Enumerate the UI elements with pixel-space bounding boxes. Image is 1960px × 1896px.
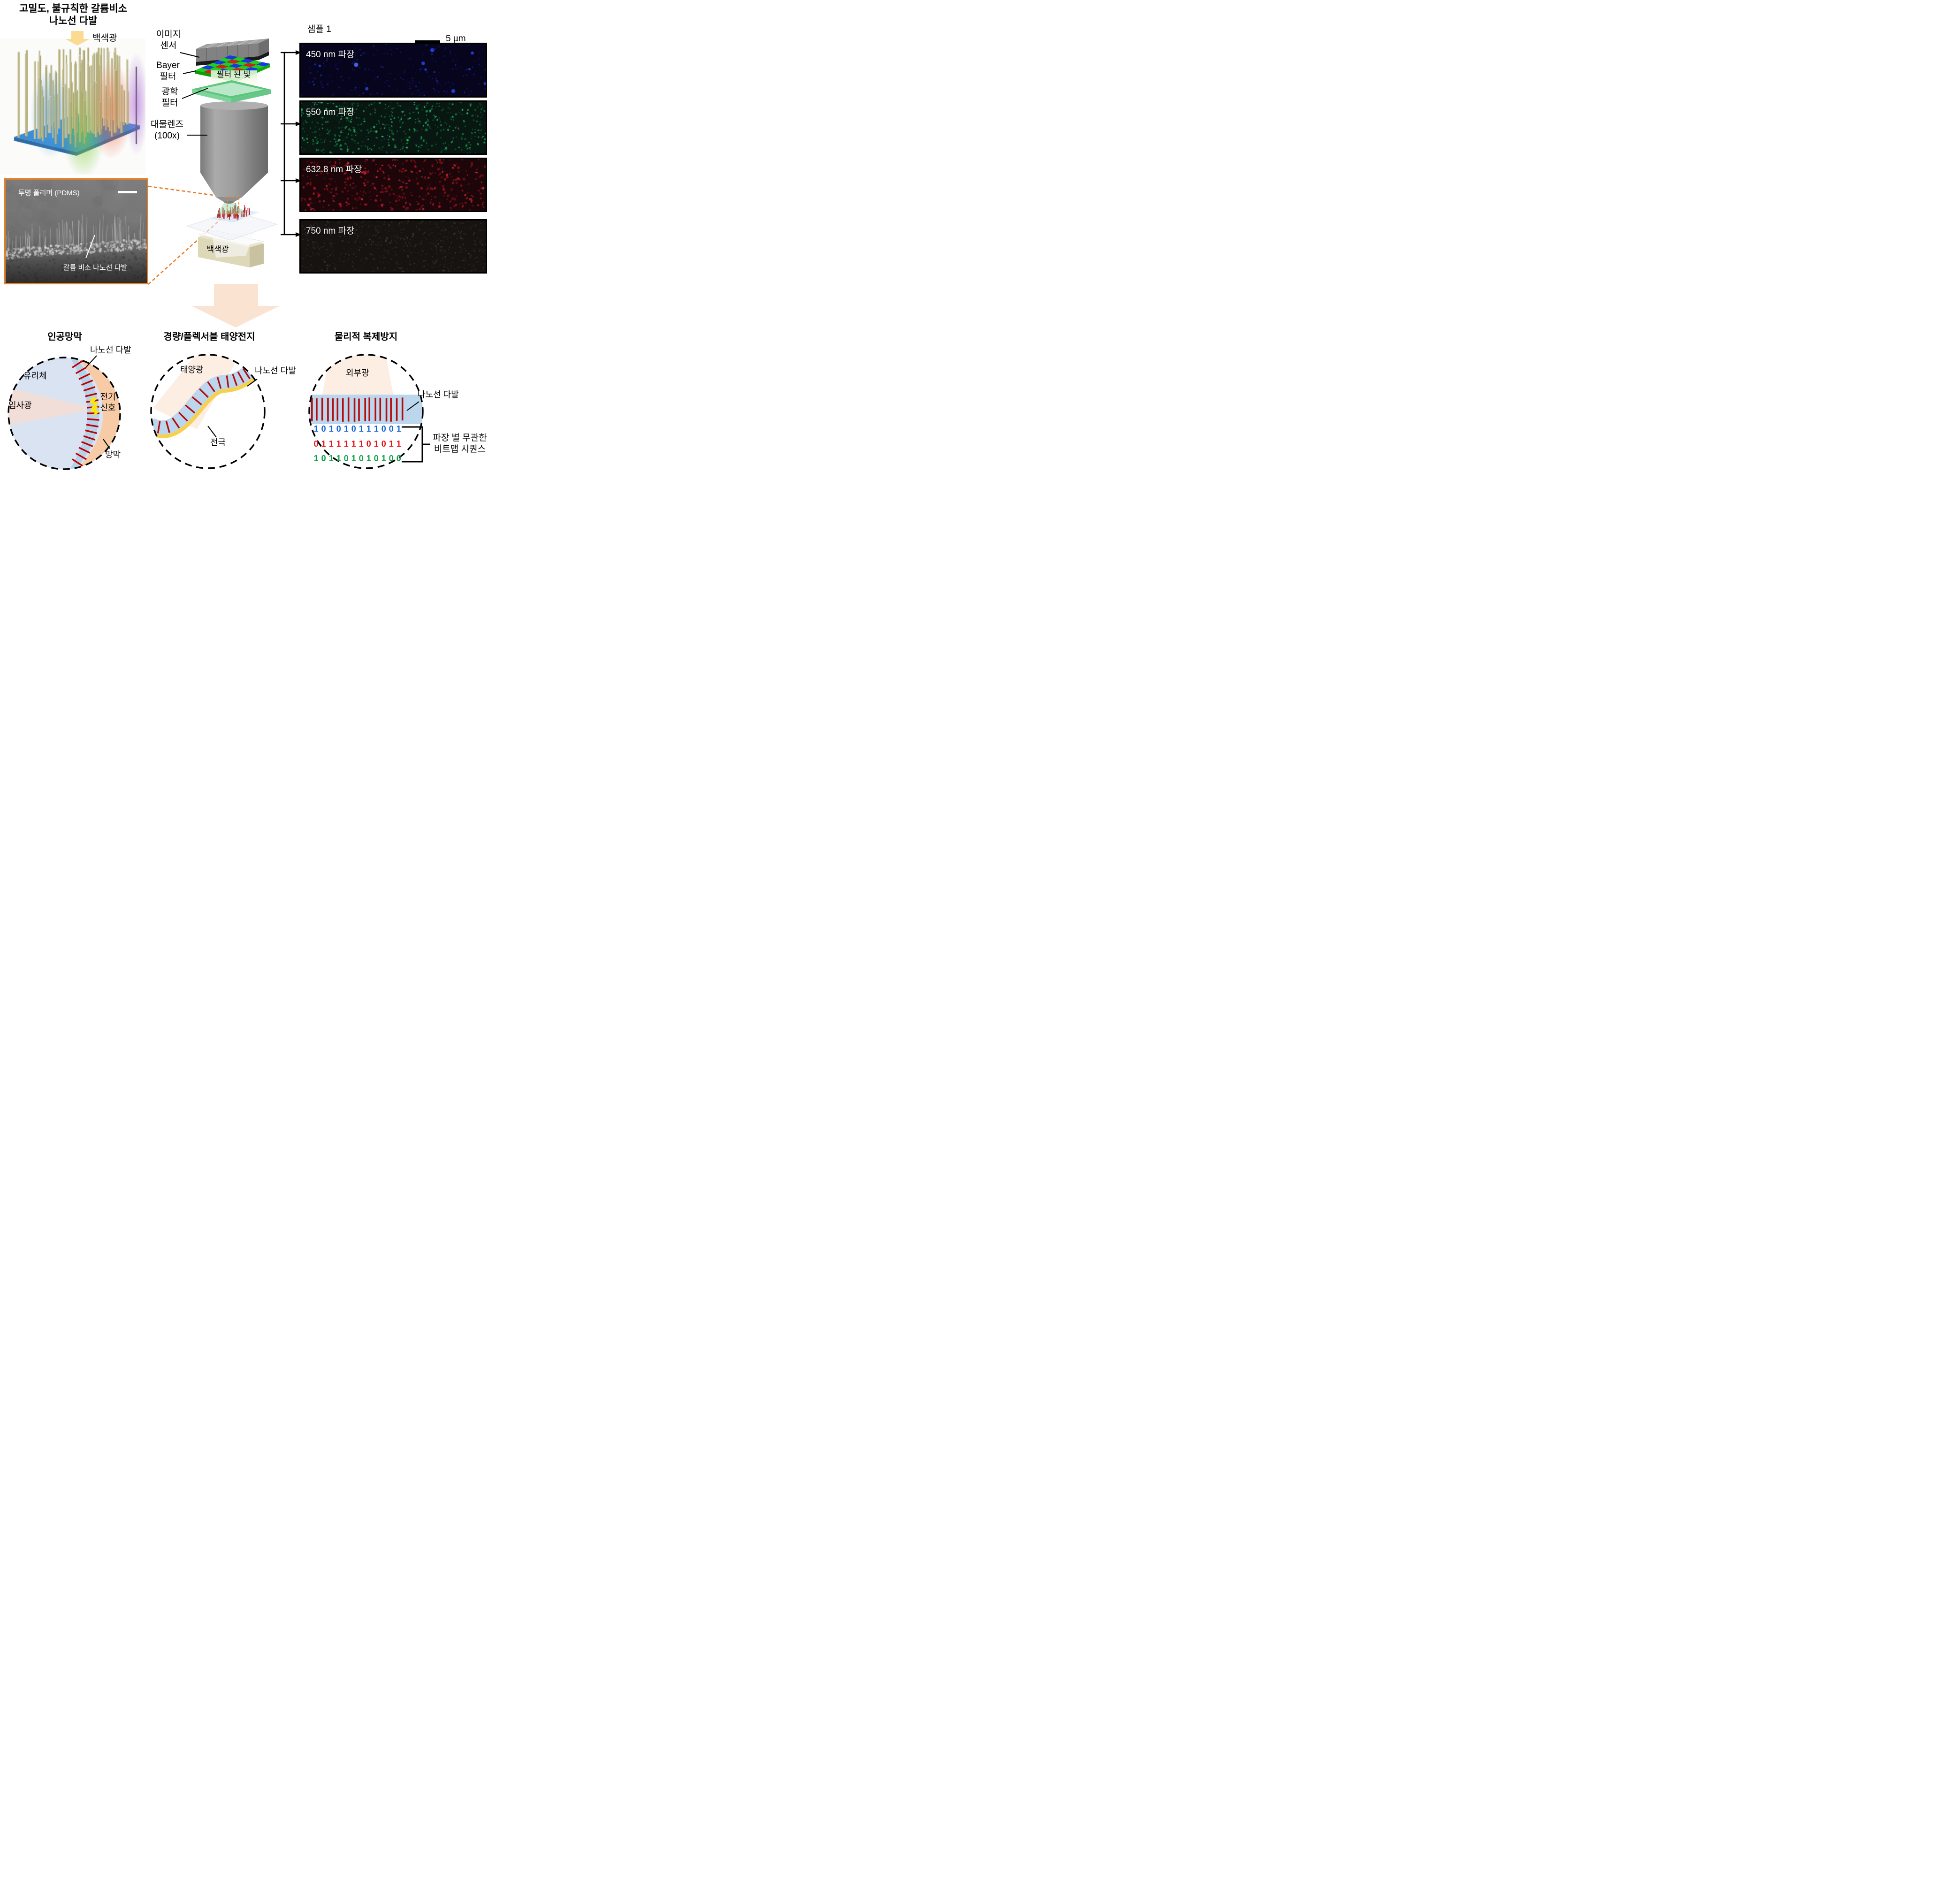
nanowire-3d-render [0, 38, 145, 175]
retina-title: 인공망막 [47, 332, 82, 342]
filtered-light-label: 필터 된 빛 [216, 70, 251, 79]
incident-light-label: 입사광 [8, 401, 32, 410]
bitmap-sequence-label: 파장 별 무관한 비트맵 시퀀스 [433, 433, 487, 454]
scale-value-label: 5 µm [446, 34, 466, 44]
panel-750nm-image [301, 221, 486, 272]
sem-texture [6, 180, 147, 283]
panel-450nm: 450 nm 파장 [299, 43, 487, 98]
sample-label: 샘플 1 [307, 24, 331, 34]
sample-nanowires [217, 203, 250, 221]
bit-row-2: 1 0 1 1 0 1 0 1 0 1 0 0 [313, 454, 402, 463]
image-sensor-label: 이미지 센서 [156, 30, 181, 51]
panel-550nm-label: 550 nm 파장 [306, 107, 355, 117]
bit-row-1: 0 1 1 1 1 1 1 0 1 0 1 1 [313, 439, 402, 449]
retina-nanowire-label: 나노선 다발 [90, 345, 131, 355]
panel-632nm-label: 632.8 nm 파장 [306, 165, 362, 175]
optical-filter-label: 광학 필터 [161, 87, 178, 108]
sunlight-label: 태양광 [180, 365, 204, 374]
vitreous-label: 유리체 [23, 371, 47, 381]
sem-image: 투명 폴리머 (PDMS) 갈륨 비소 나노선 다발 [4, 178, 148, 284]
white-light-label: 백색광 [92, 33, 117, 43]
electric-signal-label: 전기 신호 [100, 392, 116, 412]
sem-nanowire-label: 갈륨 비소 나노선 다발 [63, 264, 128, 272]
figure-title: 고밀도, 불규칙한 갈륨비소 나노선 다발 [19, 3, 128, 27]
panel-632nm-image [301, 159, 486, 211]
panel-750nm: 750 nm 파장 [299, 219, 487, 274]
solar-title: 경량/플렉서블 태양전지 [163, 332, 255, 342]
solar-diagram [151, 355, 265, 468]
sem-polymer-label: 투명 폴리머 (PDMS) [18, 189, 80, 197]
objective-lens-label: 대물렌즈 (100x) [151, 120, 183, 141]
external-light-label: 외부광 [346, 368, 369, 378]
panel-632nm: 632.8 nm 파장 [299, 158, 487, 212]
panel-550nm-image [301, 102, 486, 153]
panel-450nm-label: 450 nm 파장 [306, 50, 355, 60]
bayer-filter-label: Bayer 필터 [156, 61, 180, 82]
sem-scale-bar [118, 191, 137, 193]
solar-nanowire-label: 나노선 다발 [255, 366, 296, 375]
panel-450nm-image [301, 44, 486, 96]
electrode-label: 전극 [210, 438, 226, 447]
white-light-source-label: 백색광 [206, 245, 229, 254]
puf-title: 물리적 복제방지 [334, 332, 398, 342]
scale-bar [415, 40, 440, 43]
puf-nanowire-label: 나노선 다발 [418, 390, 459, 399]
retina-membrane-label: 망막 [105, 450, 121, 459]
bit-row-0: 1 0 1 0 1 0 1 1 1 0 0 1 [313, 424, 402, 434]
figure-root: 고밀도, 불규칙한 갈륨비소 나노선 다발 백색광 투명 폴리머 (PDMS) … [0, 0, 490, 474]
panel-750nm-label: 750 nm 파장 [306, 226, 355, 236]
panel-550nm: 550 nm 파장 [299, 100, 487, 155]
